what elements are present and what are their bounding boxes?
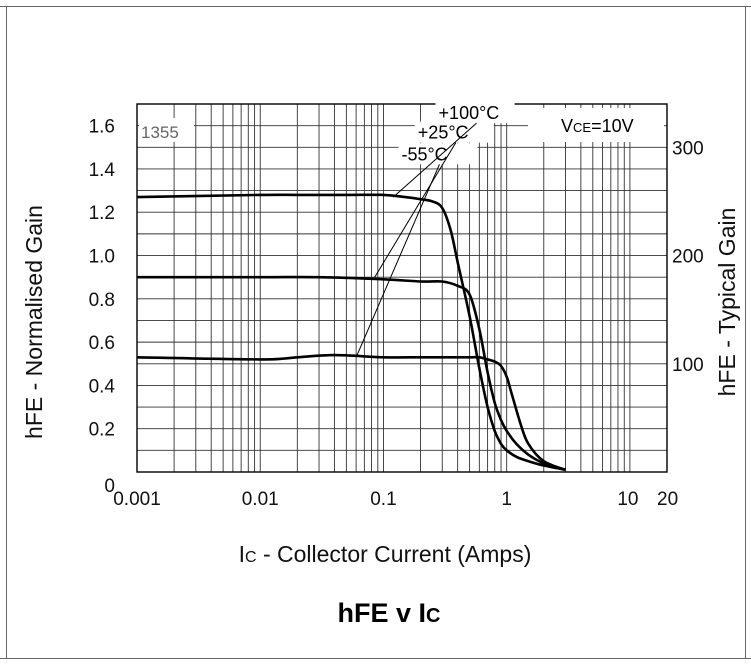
y2-tick-2: 300 bbox=[672, 138, 704, 159]
y-tick-7: 1.4 bbox=[89, 160, 116, 181]
y-tick-4: 0.8 bbox=[89, 290, 115, 311]
series-leader-1 bbox=[374, 142, 457, 278]
x-tick-2: 0.1 bbox=[370, 489, 396, 510]
code-label-box bbox=[139, 118, 194, 142]
x-tick-labels: 0.001 0.01 0.1 1 10 20 bbox=[113, 489, 678, 510]
series-label-1: +25°C bbox=[418, 123, 469, 143]
y2-axis-title: hFE - Typical Gain bbox=[714, 208, 740, 397]
series-labels: +100°C+25°C-55°C bbox=[355, 102, 515, 358]
page-frame bbox=[6, 6, 746, 658]
vce-annotation: VCE=10V bbox=[561, 116, 634, 136]
y2-tick-labels: 100 200 300 bbox=[672, 138, 704, 375]
frame-bottom-rule bbox=[0, 658, 751, 659]
series-leader-0 bbox=[392, 122, 477, 198]
series-label-2: -55°C bbox=[401, 144, 447, 164]
x-tick-3: 1 bbox=[501, 489, 512, 510]
y2-tick-1: 200 bbox=[672, 247, 704, 268]
y-axis-title: hFE - Normalised Gain bbox=[21, 205, 47, 439]
series-leader-2 bbox=[355, 164, 440, 358]
y-tick-1: 0.2 bbox=[89, 420, 115, 441]
curve-25c-1 bbox=[137, 275, 566, 472]
y-tick-6: 1.2 bbox=[89, 203, 115, 224]
plot-border bbox=[136, 103, 668, 473]
series-label-box-2 bbox=[398, 143, 478, 165]
y-tick-2: 0.4 bbox=[89, 376, 116, 397]
y-tick-3: 0.6 bbox=[89, 333, 115, 354]
y-tick-labels: 0 0.2 0.4 0.6 0.8 1.0 1.2 1.4 1.6 bbox=[89, 117, 116, 497]
y2-tick-0: 100 bbox=[672, 355, 704, 376]
x-tick-5: 20 bbox=[657, 489, 678, 510]
y-tick-8: 1.6 bbox=[89, 117, 115, 138]
x-tick-4: 10 bbox=[617, 489, 638, 510]
x-tick-0: 0.001 bbox=[113, 489, 161, 510]
x-axis-title: IC - Collector Current (Amps) bbox=[239, 541, 532, 567]
frame-top-rule bbox=[0, 6, 751, 7]
series-label-box-0 bbox=[435, 102, 515, 124]
y-tick-0: 0 bbox=[104, 476, 115, 497]
y-tick-5: 1.0 bbox=[89, 247, 115, 268]
series-label-box-1 bbox=[414, 121, 494, 143]
x-tick-1: 0.01 bbox=[242, 489, 279, 510]
series-label-0: +100°C bbox=[439, 103, 500, 123]
curve-100c-0 bbox=[136, 193, 566, 472]
code-label: 1355 bbox=[141, 123, 179, 142]
annotation-box bbox=[528, 108, 664, 142]
curve-55c-2 bbox=[136, 353, 566, 472]
chart-title: hFE v IC bbox=[338, 598, 441, 628]
curves bbox=[136, 193, 566, 472]
